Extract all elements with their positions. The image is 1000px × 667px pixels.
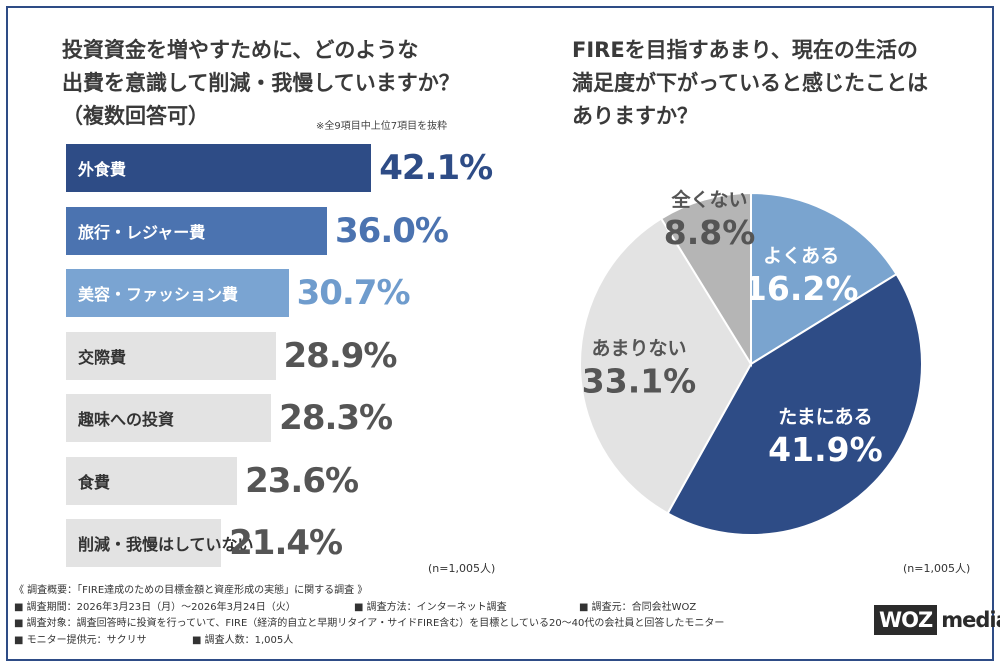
bar-category-label: 削減・我慢はしていない [78,535,254,554]
pie-category-label: よくある [763,245,839,267]
pie-sample-size: (n=1,005人) [903,562,971,575]
survey-summary: 《 調査概要：「FIRE達成のための目標金額と資産形成の実態」に関する調査 》 … [14,583,724,649]
bar: 削減・我慢はしていない [66,519,254,567]
bar-value-label: 36.0% [335,210,449,251]
bar-value-label: 28.9% [283,335,398,376]
bar: 食費 [66,456,238,505]
pie-slice [659,191,752,368]
bar-row: 美容・ファッション費 30.7% [66,269,411,317]
pie-chart-title: FIREを目指すあまり、現在の生活の 満足度が下がっていると感じたことは ありま… [572,34,972,133]
bar-title-line: 投資資金を増やすために、どのような [62,38,419,62]
survey-heading: 《 調査概要：「FIRE達成のための目標金額と資産形成の実態」に関する調査 》 [14,585,368,596]
bar-row: 外食費 42.1% [66,144,493,192]
survey-provider: ■ モニター提供元：サクリサ [14,634,147,646]
bar: 交際費 [66,331,276,380]
pie-title-line: 満足度が下がっていると感じたことは [572,71,928,95]
pie-title-line: FIREを目指すあまり、現在の生活の [572,38,918,62]
logo-media: media [941,608,1000,632]
pie-slice [579,217,753,515]
pie-value-label: 33.1% [582,361,697,400]
bar-value-label: 21.4% [229,523,343,563]
bar-row: 削減・我慢はしていない 21.4% [66,519,343,567]
pie-title-line: ありますか？ [572,104,698,128]
bar-category-label: 外食費 [78,160,127,179]
survey-source: ■ 調査元：合同会社WOZ [579,601,697,613]
bar-value-label: 30.7% [296,273,411,313]
bar-value-label: 42.1% [379,148,493,188]
pie-category-label: あまりない [592,337,687,359]
bar-chart-note: ※全9項目中上位7項目を抜粋 [316,121,448,132]
bar: 外食費 [66,144,372,192]
bar: 趣味への投資 [66,394,272,442]
bar-title-line: （複数回答可） [62,104,209,128]
pie-value-label: 16.2% [744,269,859,308]
bar: 旅行・レジャー費 [66,206,327,255]
bar: 美容・ファッション費 [66,269,289,317]
bar-category-label: 旅行・レジャー費 [78,222,206,242]
bar-value-label: 28.3% [279,398,393,438]
survey-period: ■ 調査期間：2026年3月23日（月）〜2026年3月24日（火） [14,601,296,613]
bar-row: 旅行・レジャー費 36.0% [66,206,449,255]
bar-category-label: 美容・ファッション費 [78,285,239,304]
bar-category-label: 交際費 [78,347,127,367]
survey-method: ■ 調査方法：インターネット調査 [354,601,507,613]
woz-media-logo: WOZ media [874,605,1000,635]
bar-title-line: 出費を意識して削減・我慢していますか？ [62,71,460,95]
survey-count: ■ 調査人数：1,005人 [192,634,294,646]
bar-category-label: 食費 [78,472,111,492]
survey-target: ■ 調査対象：調査回答時に投資を行っていて、FIRE（経済的自立と早期リタイア・… [14,618,725,629]
pie-value-label: 8.8% [664,213,756,252]
pie-value-label: 41.9% [768,430,883,469]
frame-border [6,6,994,661]
logo-woz: WOZ [874,605,938,635]
bar-row: 食費 23.6% [66,456,359,505]
bar-row: 趣味への投資 28.3% [66,394,393,442]
bar-value-label: 23.6% [245,460,359,501]
pie-slice [666,272,923,536]
pie-category-label: たまにある [778,406,872,428]
bar-chart-title: 投資資金を増やすために、どのような 出費を意識して削減・我慢していますか？ （複… [62,34,512,133]
bar-category-label: 趣味への投資 [78,410,175,429]
bar-row: 交際費 28.9% [66,331,398,380]
pie-category-label: 全くない [671,188,748,211]
bar-sample-size: (n=1,005人) [428,562,496,575]
pie-slice [750,191,898,366]
